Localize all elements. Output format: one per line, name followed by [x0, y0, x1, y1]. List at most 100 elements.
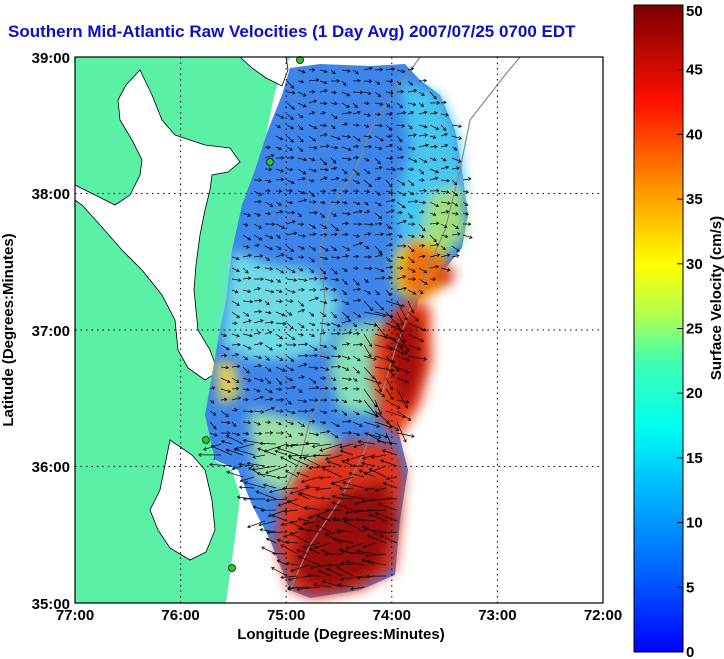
velocity-arrow-head [259, 441, 263, 446]
velocity-arrow-head [288, 433, 292, 438]
velocity-arrow [374, 124, 383, 127]
velocity-arrow-head [278, 189, 283, 194]
velocity-arrow-head [313, 168, 317, 173]
velocity-arrow-head [443, 224, 448, 228]
velocity-arrow-head [368, 255, 372, 259]
velocity-arrow [429, 112, 437, 115]
velocity-arrow [363, 333, 372, 347]
velocity-arrow-head [348, 110, 352, 115]
velocity-arrow-head [274, 449, 279, 454]
velocity-arrow-head [365, 158, 370, 162]
velocity-arrow-head [422, 200, 427, 205]
velocity-arrow-head [257, 447, 261, 452]
velocity-arrow-head [304, 278, 308, 282]
velocity-arrow [418, 168, 424, 175]
velocity-arrow [308, 333, 315, 337]
velocity-arrow [220, 354, 227, 357]
velocity-arrow [385, 124, 392, 131]
velocity-arrow [308, 267, 314, 273]
velocity-arrow [418, 267, 427, 273]
velocity-arrow-head [381, 276, 386, 280]
velocity-arrow-head [276, 538, 281, 543]
velocity-arrow [451, 223, 459, 229]
velocity-arrow-head [435, 126, 440, 130]
velocity-arrow-head [258, 199, 262, 204]
velocity-arrow [319, 410, 327, 414]
velocity-arrow [330, 91, 337, 94]
velocity-arrow [440, 133, 448, 137]
velocity-arrow-head [299, 268, 304, 272]
velocity-arrow [330, 124, 336, 129]
velocity-arrow [330, 432, 339, 439]
velocity-arrow-head [379, 123, 383, 128]
velocity-arrow [277, 447, 299, 456]
velocity-arrow [275, 113, 284, 119]
velocity-arrow [440, 144, 448, 148]
velocity-arrow [440, 113, 449, 116]
velocity-arrow-head [361, 558, 366, 563]
velocity-arrow-head [247, 276, 252, 281]
velocity-arrow-head [357, 357, 361, 362]
velocity-arrow [451, 157, 462, 163]
velocity-arrow [275, 253, 285, 258]
velocity-arrow-head [445, 210, 450, 214]
velocity-arrow [281, 520, 299, 526]
velocity-arrow [319, 177, 328, 181]
velocity-arrow-head [455, 212, 459, 216]
velocity-arrow-head [234, 289, 239, 294]
velocity-arrow-head [293, 343, 297, 347]
velocity-arrow-head [272, 551, 276, 556]
x-axis: 77:00 76:00 75:00 74:00 73:00 72:00 Long… [56, 607, 622, 643]
velocity-arrow [274, 450, 288, 456]
velocity-arrow-head [419, 290, 424, 294]
velocity-arrow-head [247, 346, 252, 350]
velocity-arrow [396, 388, 408, 409]
velocity-arrow [341, 399, 347, 403]
velocity-arrow [308, 111, 315, 115]
lat-lon-grid [75, 57, 603, 603]
velocity-arrow [298, 556, 321, 566]
velocity-arrow [275, 377, 283, 385]
velocity-arrow [341, 319, 351, 324]
velocity-arrow-head [246, 370, 250, 374]
velocity-arrow-head [290, 139, 294, 143]
velocity-arrow-head [436, 188, 440, 193]
velocity-arrow-head [258, 364, 262, 368]
velocity-arrow [226, 435, 244, 445]
velocity-arrow-head [392, 337, 397, 342]
velocity-arrow [248, 467, 266, 478]
velocity-arrow [352, 80, 361, 82]
velocity-arrow [264, 355, 270, 361]
velocity-arrow-head [446, 178, 450, 183]
velocity-arrow-head [376, 439, 381, 444]
velocity-arrow-head [339, 486, 343, 491]
velocity-arrow-head [355, 144, 360, 149]
velocity-arrow-head [436, 253, 441, 257]
velocity-arrow [320, 497, 332, 500]
velocity-arrow [429, 157, 437, 161]
colorbar-tick-label: 50 [686, 3, 703, 20]
velocity-arrow-head [458, 159, 462, 163]
velocity-arrow [341, 135, 351, 138]
velocity-arrow-head [288, 312, 293, 316]
velocity-arrow-head [410, 182, 415, 186]
velocity-arrow-head [324, 276, 328, 281]
velocity-arrow [316, 515, 332, 522]
velocity-arrow-head [385, 476, 390, 481]
velocity-arrow-head [263, 449, 268, 453]
velocity-arrow [366, 509, 387, 512]
velocity-arrow-head [401, 351, 405, 355]
velocity-arrow [363, 190, 370, 193]
velocity-arrow-head [231, 466, 236, 471]
velocity-arrow [352, 333, 360, 335]
velocity-arrow-head [422, 254, 426, 259]
velocity-arrow-head [325, 248, 329, 252]
velocity-arrow-head [290, 155, 295, 160]
velocity-arrow-head [446, 253, 451, 258]
velocity-arrow-head [377, 503, 381, 507]
velocity-arrow-head [291, 106, 295, 110]
velocity-arrow [352, 344, 363, 346]
velocity-arrow [275, 234, 281, 239]
velocity-arrow-head [382, 313, 387, 318]
velocity-arrow [308, 245, 316, 251]
